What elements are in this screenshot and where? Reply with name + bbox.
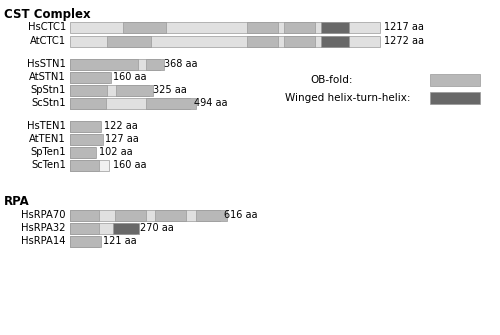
Text: 270 aa: 270 aa [140,223,173,233]
Bar [70,84,107,95]
Bar [70,59,138,69]
Text: 1217 aa: 1217 aa [384,22,424,32]
Bar [70,71,111,82]
Text: RPA: RPA [4,195,30,208]
Bar [70,159,99,171]
Text: SpStn1: SpStn1 [30,85,66,95]
Bar [70,36,380,47]
Text: HsRPA70: HsRPA70 [22,210,66,220]
Text: 616 aa: 616 aa [224,210,258,220]
Text: ScStn1: ScStn1 [32,98,66,108]
Bar [70,209,220,220]
Bar [321,21,349,32]
Bar [70,97,190,109]
Text: 325 aa: 325 aa [153,85,187,95]
Bar [70,97,106,109]
Bar [70,121,100,132]
Text: HsCTC1: HsCTC1 [28,22,66,32]
Bar [70,146,96,157]
Bar [115,209,146,220]
Bar [116,84,153,95]
Text: 368 aa: 368 aa [164,59,197,69]
Bar [196,209,228,220]
Bar [146,97,196,109]
Bar [284,21,315,32]
Text: HsRPA14: HsRPA14 [22,236,66,246]
Bar [146,59,164,69]
Bar [70,21,380,32]
Text: 160 aa: 160 aa [113,160,146,170]
Bar [70,222,100,233]
Bar [246,21,278,32]
Text: AtCTC1: AtCTC1 [30,36,66,46]
Text: SpTen1: SpTen1 [30,147,66,157]
Bar [70,236,101,247]
Bar [321,36,349,47]
Bar [155,209,186,220]
Bar [70,59,160,69]
Bar [246,36,278,47]
Text: 160 aa: 160 aa [113,72,146,82]
Bar [122,21,166,32]
Bar [70,71,109,82]
Bar [70,209,100,220]
Bar [70,236,100,247]
Bar [70,146,95,157]
Bar [70,222,136,233]
Bar [114,222,139,233]
Bar [284,36,315,47]
Text: 494 aa: 494 aa [194,98,228,108]
Bar [70,84,149,95]
Text: ScTen1: ScTen1 [31,160,66,170]
Text: 127 aa: 127 aa [105,134,138,144]
Text: HsTEN1: HsTEN1 [27,121,66,131]
Bar [70,121,102,132]
Text: CST Complex: CST Complex [4,8,90,21]
Text: AtSTN1: AtSTN1 [29,72,66,82]
Text: 121 aa: 121 aa [104,236,137,246]
Text: OB-fold:: OB-fold: [310,75,352,85]
Bar [430,92,480,104]
Text: HsSTN1: HsSTN1 [27,59,66,69]
Bar [70,159,109,171]
Text: AtTEN1: AtTEN1 [29,134,66,144]
Text: Winged helix-turn-helix:: Winged helix-turn-helix: [285,93,410,103]
Text: 102 aa: 102 aa [99,147,132,157]
Bar [70,134,102,144]
Bar [430,74,480,86]
Text: HsRPA32: HsRPA32 [22,223,66,233]
Text: 1272 aa: 1272 aa [384,36,424,46]
Bar [70,134,101,144]
Text: 122 aa: 122 aa [104,121,138,131]
Bar [107,36,150,47]
